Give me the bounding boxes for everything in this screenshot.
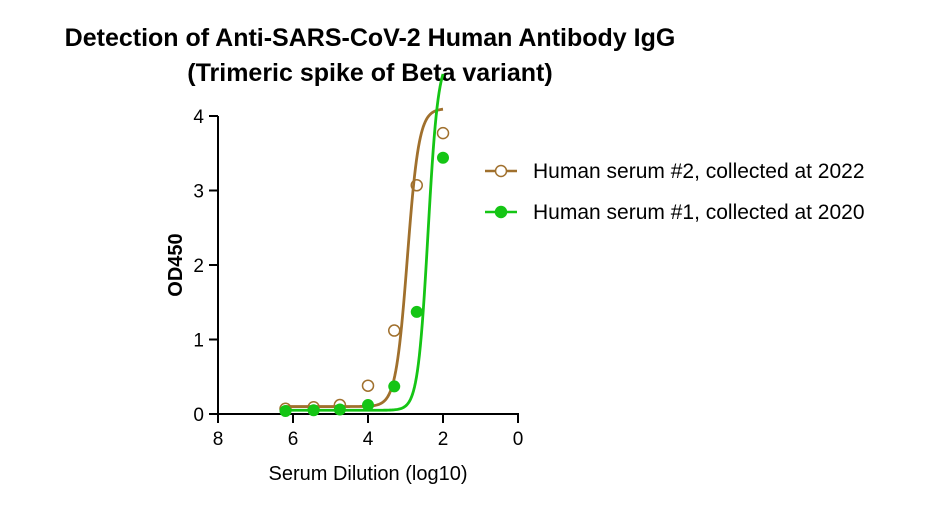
legend-marker-serum-1 bbox=[494, 205, 508, 219]
axes bbox=[217, 116, 519, 415]
series-1-point bbox=[333, 403, 346, 416]
series-1-point bbox=[362, 399, 374, 412]
legend-entry-serum-2: Human serum #2, collected at 2022 bbox=[485, 160, 865, 183]
chart-subtitle: (Trimeric spike of Beta variant) bbox=[187, 59, 552, 87]
y-tick-label: 2 bbox=[193, 256, 204, 277]
series-1-point bbox=[307, 404, 320, 417]
series-0-point bbox=[361, 379, 375, 392]
x-axis-title: Serum Dilution (log10) bbox=[269, 463, 468, 485]
plot-area bbox=[279, 73, 450, 418]
series-1-point bbox=[388, 380, 401, 393]
x-tick-label: 8 bbox=[213, 429, 224, 450]
legend-label-serum-1: Human serum #1, collected at 2020 bbox=[533, 201, 865, 224]
legend: Human serum #2, collected at 2022 Human … bbox=[485, 160, 865, 224]
x-tick-label: 0 bbox=[513, 429, 524, 450]
legend-marker-serum-2 bbox=[494, 164, 508, 178]
x-ticks: 8 6 4 2 0 bbox=[213, 414, 524, 450]
y-tick-label: 1 bbox=[193, 331, 204, 352]
legend-entry-serum-1: Human serum #1, collected at 2020 bbox=[485, 201, 865, 224]
series-0-point bbox=[436, 126, 450, 140]
series-0-point bbox=[388, 324, 401, 337]
series-1-point bbox=[437, 151, 449, 164]
legend-label-serum-2: Human serum #2, collected at 2022 bbox=[533, 160, 865, 183]
y-tick-label: 4 bbox=[193, 107, 204, 128]
series-0-point bbox=[410, 179, 423, 192]
chart-title: Detection of Anti-SARS-CoV-2 Human Antib… bbox=[65, 24, 676, 52]
series-1-point bbox=[410, 305, 423, 318]
x-tick-label: 6 bbox=[288, 429, 299, 450]
y-ticks: 0 1 2 3 4 bbox=[193, 107, 218, 426]
series-1-fit-curve bbox=[285, 73, 445, 412]
y-tick-label: 0 bbox=[193, 405, 204, 426]
y-axis-title: OD450 bbox=[165, 233, 187, 296]
x-tick-label: 2 bbox=[438, 429, 449, 450]
x-tick-label: 4 bbox=[363, 429, 374, 450]
y-tick-label: 3 bbox=[193, 182, 204, 203]
series-1-point bbox=[279, 405, 292, 418]
